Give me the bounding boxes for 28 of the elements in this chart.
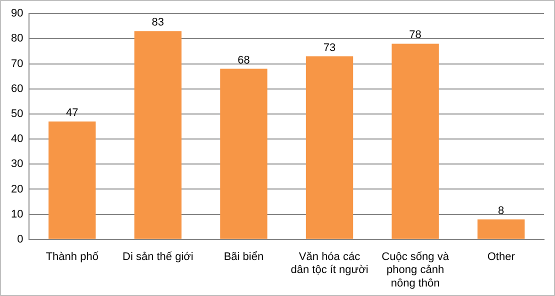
x-tick-label: Di sản thế giới: [122, 251, 194, 264]
y-tick-label: 60: [10, 82, 24, 95]
bar: [134, 31, 182, 239]
data-label: 78: [409, 29, 422, 42]
y-tick-label: 80: [10, 32, 24, 45]
x-tick-label: Cuộc sống và phong cảnh nông thôn: [382, 251, 450, 290]
data-label: 8: [498, 204, 504, 217]
data-label: 47: [66, 107, 78, 120]
y-tick-label: 70: [10, 58, 24, 70]
y-tick-label: 90: [10, 8, 24, 20]
y-tick-label: 20: [10, 183, 24, 196]
bar: [478, 219, 525, 239]
x-tick-label: Thành phố: [46, 251, 98, 264]
x-tick-label: Văn hóa các dân tộc ít người: [290, 251, 368, 276]
bar: [48, 121, 96, 239]
x-tick-label: Bãi biển: [224, 251, 264, 264]
data-label: 68: [238, 54, 250, 66]
x-tick-label: Other: [487, 251, 516, 264]
y-tick-label: 40: [10, 133, 24, 146]
bar: [392, 44, 439, 239]
y-tick-label: 30: [10, 158, 24, 170]
data-label: 73: [323, 42, 336, 54]
y-tick-label: 10: [10, 208, 24, 220]
bar: [306, 56, 354, 239]
bar: [220, 68, 268, 239]
data-label: 83: [152, 16, 164, 29]
y-tick-label: 0: [17, 233, 24, 246]
y-tick-label: 50: [10, 108, 24, 120]
